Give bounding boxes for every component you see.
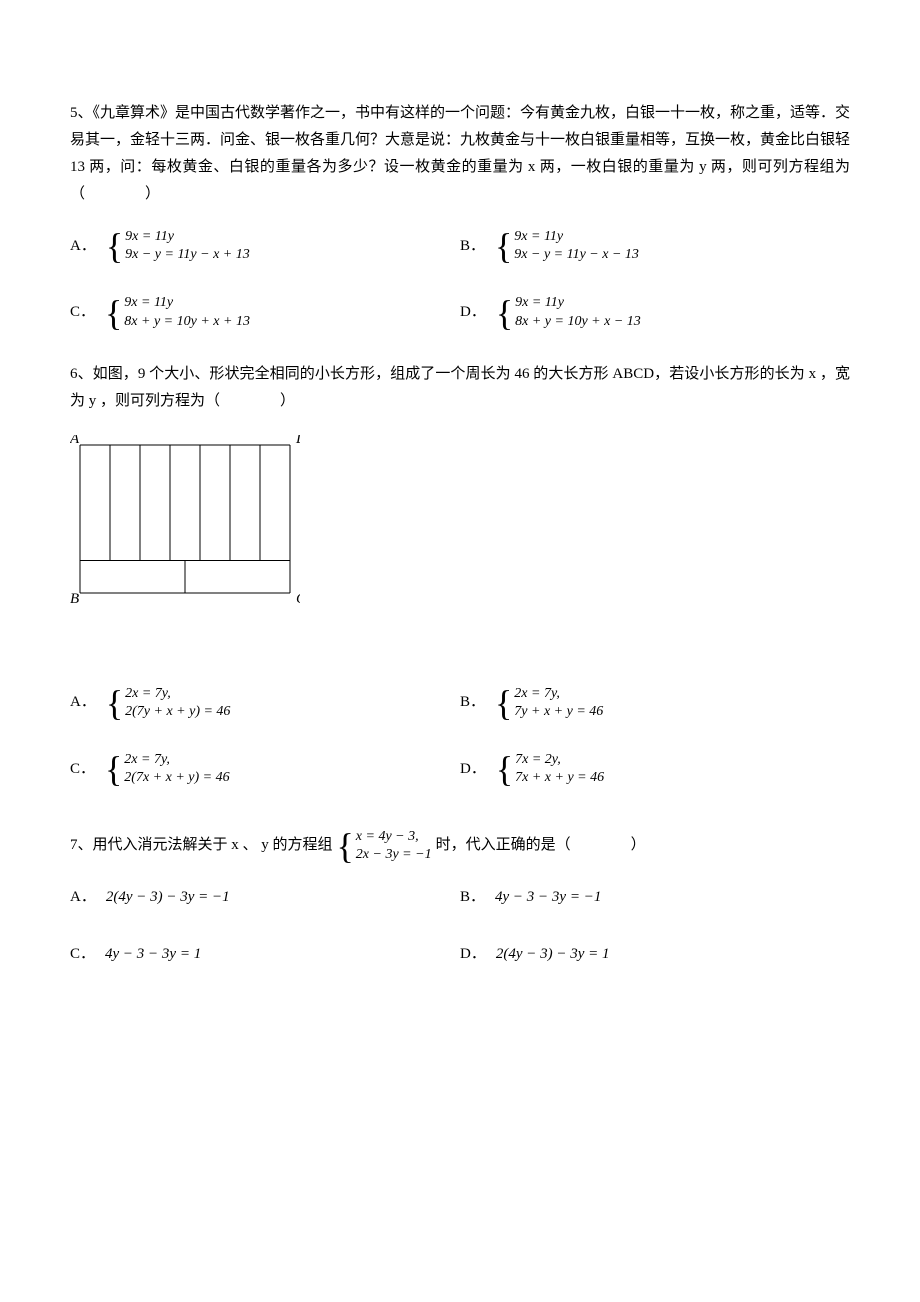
equation-line: 9x = 11y xyxy=(124,294,250,312)
q6-diagram: A D B C xyxy=(70,435,850,605)
q7-option-d: D． 2(4y − 3) − 3y = 1 xyxy=(460,941,850,968)
equation-line: 2x − 3y = −1 xyxy=(356,846,432,864)
left-brace-icon: { xyxy=(495,685,512,721)
q6-option-b: B． { 2x = 7y, 7y + x + y = 46 xyxy=(460,685,850,721)
q5-option-a: A． { 9x = 11y 9x − y = 11y − x + 13 xyxy=(70,228,460,264)
option-expression: 2(4y − 3) − 3y = −1 xyxy=(106,884,230,911)
option-label: A． xyxy=(70,689,96,716)
equation-system: { 9x = 11y 8x + y = 10y + x + 13 xyxy=(105,294,250,330)
q6-options-row-1: A． { 2x = 7y, 2(7y + x + y) = 46 B． { 2x… xyxy=(70,685,850,721)
option-label: D． xyxy=(460,941,486,968)
q7-suffix: 时，代入正确的是（ ） xyxy=(436,832,646,859)
q6-option-c: C． { 2x = 7y, 2(7x + x + y) = 46 xyxy=(70,751,460,787)
option-expression: 2(4y − 3) − 3y = 1 xyxy=(496,941,610,968)
question-5: 5、《九章算术》是中国古代数学著作之一，书中有这样的一个问题：今有黄金九枚，白银… xyxy=(70,100,850,331)
left-brace-icon: { xyxy=(106,685,123,721)
svg-text:D: D xyxy=(295,435,300,447)
equation-line: x = 4y − 3, xyxy=(356,828,432,846)
question-7: 7、用代入消元法解关于 x 、 y 的方程组 { x = 4y − 3, 2x … xyxy=(70,828,850,968)
equation-system: { 9x = 11y 9x − y = 11y − x + 13 xyxy=(106,228,250,264)
q5-option-b: B． { 9x = 11y 9x − y = 11y − x − 13 xyxy=(460,228,850,264)
q5-options-row-2: C． { 9x = 11y 8x + y = 10y + x + 13 D． {… xyxy=(70,294,850,330)
option-label: C． xyxy=(70,941,95,968)
rectangle-diagram: A D B C xyxy=(70,435,300,605)
equation-line: 8x + y = 10y + x − 13 xyxy=(515,313,641,331)
equation-line: 7x + x + y = 46 xyxy=(515,769,604,787)
question-6: 6、如图，9 个大小、形状完全相同的小长方形，组成了一个周长为 46 的大长方形… xyxy=(70,361,850,788)
q5-options-row-1: A． { 9x = 11y 9x − y = 11y − x + 13 B． {… xyxy=(70,228,850,264)
equation-line: 8x + y = 10y + x + 13 xyxy=(124,313,250,331)
equation-system: { 2x = 7y, 2(7x + x + y) = 46 xyxy=(105,751,230,787)
equation-line: 9x − y = 11y − x − 13 xyxy=(514,246,639,264)
option-label: B． xyxy=(460,689,485,716)
option-label: A． xyxy=(70,233,96,260)
equation-system: { 9x = 11y 8x + y = 10y + x − 13 xyxy=(496,294,641,330)
q7-prefix: 7、用代入消元法解关于 x 、 y 的方程组 xyxy=(70,832,333,859)
equation-system: { 2x = 7y, 7y + x + y = 46 xyxy=(495,685,603,721)
q6-options-row-2: C． { 2x = 7y, 2(7x + x + y) = 46 D． { 7x… xyxy=(70,751,850,787)
left-brace-icon: { xyxy=(496,295,513,331)
equation-line: 7x = 2y, xyxy=(515,751,604,769)
left-brace-icon: { xyxy=(495,228,512,264)
option-expression: 4y − 3 − 3y = −1 xyxy=(495,884,601,911)
equation-line: 9x − y = 11y − x + 13 xyxy=(125,246,250,264)
left-brace-icon: { xyxy=(105,751,122,787)
option-label: D． xyxy=(460,756,486,783)
q7-options-row-1: A． 2(4y − 3) − 3y = −1 B． 4y − 3 − 3y = … xyxy=(70,884,850,911)
option-label: B． xyxy=(460,233,485,260)
svg-text:C: C xyxy=(296,591,300,605)
page: 5、《九章算术》是中国古代数学著作之一，书中有这样的一个问题：今有黄金九枚，白银… xyxy=(0,0,920,1302)
equation-line: 2x = 7y, xyxy=(125,685,230,703)
left-brace-icon: { xyxy=(105,295,122,331)
equation-system: { 7x = 2y, 7x + x + y = 46 xyxy=(496,751,604,787)
equation-line: 2(7x + x + y) = 46 xyxy=(124,769,229,787)
left-brace-icon: { xyxy=(496,751,513,787)
option-label: B． xyxy=(460,884,485,911)
equation-system: { x = 4y − 3, 2x − 3y = −1 xyxy=(337,828,432,864)
option-label: C． xyxy=(70,299,95,326)
left-brace-icon: { xyxy=(337,828,354,864)
equation-line: 2(7y + x + y) = 46 xyxy=(125,703,230,721)
option-label: D． xyxy=(460,299,486,326)
q7-options-row-2: C． 4y − 3 − 3y = 1 D． 2(4y − 3) − 3y = 1 xyxy=(70,941,850,968)
q7-option-c: C． 4y − 3 − 3y = 1 xyxy=(70,941,460,968)
equation-system: { 2x = 7y, 2(7y + x + y) = 46 xyxy=(106,685,231,721)
equation-line: 9x = 11y xyxy=(514,228,639,246)
question-5-text: 5、《九章算术》是中国古代数学著作之一，书中有这样的一个问题：今有黄金九枚，白银… xyxy=(70,100,850,208)
option-label: A． xyxy=(70,884,96,911)
question-7-text: 7、用代入消元法解关于 x 、 y 的方程组 { x = 4y − 3, 2x … xyxy=(70,828,850,864)
q6-option-a: A． { 2x = 7y, 2(7y + x + y) = 46 xyxy=(70,685,460,721)
svg-text:A: A xyxy=(70,435,80,447)
equation-line: 9x = 11y xyxy=(515,294,641,312)
option-expression: 4y − 3 − 3y = 1 xyxy=(105,941,201,968)
q6-option-d: D． { 7x = 2y, 7x + x + y = 46 xyxy=(460,751,850,787)
q7-option-a: A． 2(4y − 3) − 3y = −1 xyxy=(70,884,460,911)
q5-option-c: C． { 9x = 11y 8x + y = 10y + x + 13 xyxy=(70,294,460,330)
left-brace-icon: { xyxy=(106,228,123,264)
svg-text:B: B xyxy=(70,591,79,605)
equation-system: { 9x = 11y 9x − y = 11y − x − 13 xyxy=(495,228,639,264)
equation-line: 2x = 7y, xyxy=(124,751,229,769)
equation-line: 9x = 11y xyxy=(125,228,250,246)
option-label: C． xyxy=(70,756,95,783)
equation-line: 2x = 7y, xyxy=(514,685,603,703)
equation-line: 7y + x + y = 46 xyxy=(514,703,603,721)
question-6-text: 6、如图，9 个大小、形状完全相同的小长方形，组成了一个周长为 46 的大长方形… xyxy=(70,361,850,415)
q5-option-d: D． { 9x = 11y 8x + y = 10y + x − 13 xyxy=(460,294,850,330)
q7-option-b: B． 4y − 3 − 3y = −1 xyxy=(460,884,850,911)
